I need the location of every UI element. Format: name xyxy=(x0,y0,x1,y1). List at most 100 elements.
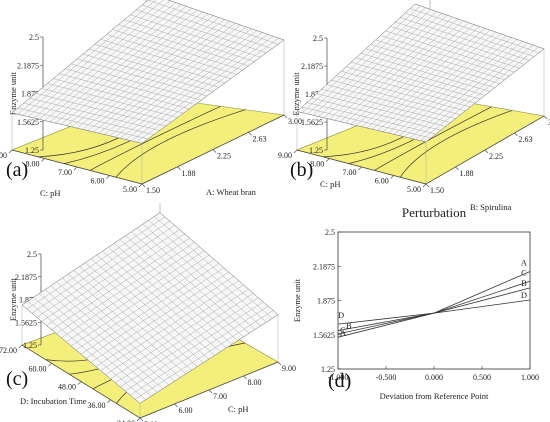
y-tick-label: 6.00 xyxy=(91,177,105,186)
y-axis-label: C: pH xyxy=(40,188,61,198)
y-tick xyxy=(293,149,298,154)
x-tick-label: 3.00 xyxy=(548,118,550,127)
y-tick-label: 7.00 xyxy=(58,168,72,177)
x-axis-label: A: Wheat bran xyxy=(206,187,257,197)
x-tick xyxy=(543,115,548,120)
y-axis xyxy=(296,149,427,185)
z-tick-label: 1.875 xyxy=(21,90,39,99)
y-tick-label: 48.00 xyxy=(58,383,76,392)
z-tick-label: 1.25 xyxy=(309,146,323,155)
z-tick-label: 1.25 xyxy=(23,341,37,350)
z-tick-label: 2.5 xyxy=(27,250,37,259)
y-tick-label: 2.1875 xyxy=(313,262,335,271)
y-tick xyxy=(8,149,13,154)
z-tick-label: 1.25 xyxy=(25,146,39,155)
x-tick-label: 3.00 xyxy=(288,117,302,126)
x-tick-label: 5.00 xyxy=(144,420,158,422)
series-start-label-B: B xyxy=(346,321,352,331)
y-tick xyxy=(422,183,427,188)
z-tick-label: 2.5 xyxy=(313,34,323,43)
z-tick-label: 1.5625 xyxy=(301,118,323,127)
x-tick xyxy=(177,166,181,170)
y-tick-label: 5.00 xyxy=(123,185,137,194)
surface-plot-1: 1.25 1.5625 1.875 2.1875 2.5 Enzyme unit 1.50 1… xyxy=(278,0,550,212)
z-tick-label: 1.875 xyxy=(305,90,323,99)
x-tick xyxy=(139,417,144,422)
x-axis xyxy=(139,361,279,419)
y-tick xyxy=(107,399,111,403)
x-tick-label: 0.000 xyxy=(425,373,443,382)
y-tick-label: 5.00 xyxy=(407,185,421,194)
x-tick-label: 1.88 xyxy=(460,169,474,178)
series-start-label-D: D xyxy=(338,310,344,320)
y-tick xyxy=(77,381,82,385)
x-axis xyxy=(425,115,545,185)
x-tick-label: 9.00 xyxy=(282,364,296,373)
series-end-label-A: A xyxy=(521,257,528,267)
x-tick-label: 1.50 xyxy=(430,186,444,195)
panel-label: (b) xyxy=(290,159,313,181)
y-tick-label: 36.00 xyxy=(88,401,106,410)
series-end-label-D: D xyxy=(521,290,527,300)
z-axis-label: Enzyme unit xyxy=(291,72,301,116)
y-tick xyxy=(106,175,110,179)
x-tick xyxy=(174,403,178,408)
y-tick-label: 9.00 xyxy=(0,151,7,160)
surface-plot-0: 1.25 1.5625 1.875 2.1875 2.5 Enzyme unit 1.50 1… xyxy=(0,0,302,198)
chart-title: Perturbation xyxy=(402,205,467,220)
z-tick-label: 2.1875 xyxy=(301,62,323,71)
series-start-label-A: A xyxy=(340,328,347,338)
contour-line xyxy=(89,105,221,171)
panel-label: (d) xyxy=(328,370,351,392)
y-tick-label: 1.875 xyxy=(317,297,335,306)
y-tick-label: 24.00 xyxy=(117,419,135,422)
y-tick-label: 2.5 xyxy=(325,228,335,237)
y-tick xyxy=(136,417,141,422)
surface-mesh xyxy=(296,3,545,143)
x-tick xyxy=(277,361,282,366)
y-tick xyxy=(138,183,143,188)
x-tick-label: 7.00 xyxy=(213,392,227,401)
y-axis xyxy=(11,149,143,185)
z-axis-label: Enzyme unit xyxy=(8,71,18,115)
series-line-C xyxy=(337,280,531,335)
x-tick-label: 1.000 xyxy=(521,373,539,382)
y-tick-label: 7.00 xyxy=(343,168,357,177)
y-tick xyxy=(73,166,78,171)
surface-grid xyxy=(296,3,545,143)
x-tick xyxy=(243,375,247,380)
x-tick-label: 6.00 xyxy=(179,406,193,415)
x-axis xyxy=(141,114,285,185)
surface-mesh xyxy=(21,212,279,404)
contour-line xyxy=(399,110,513,178)
panel-label: (c) xyxy=(6,368,28,390)
z-axis-label: Enzyme unit xyxy=(8,277,18,321)
contour-line xyxy=(115,109,246,178)
y-tick-label: 1.5625 xyxy=(313,331,335,340)
series-line-B xyxy=(337,287,531,331)
y-axis xyxy=(21,344,141,419)
x-axis-label: C: pH xyxy=(228,404,249,414)
y-tick xyxy=(390,175,394,179)
y-tick-label: 1.25 xyxy=(321,365,335,374)
x-tick-label: 2.25 xyxy=(217,152,231,161)
z-tick-label: 2.5 xyxy=(29,33,39,42)
y-tick xyxy=(41,158,45,162)
x-tick-label: 1.50 xyxy=(146,186,160,195)
z-tick-label: 1.5625 xyxy=(15,318,37,327)
x-tick-label: 0.500 xyxy=(473,373,491,382)
x-tick xyxy=(208,389,213,394)
x-tick xyxy=(248,132,252,136)
series-line-D xyxy=(337,299,531,325)
y-axis-label: D: Incubation Time xyxy=(20,396,87,406)
x-axis-label: Deviation from Reference Point xyxy=(380,391,489,401)
y-tick xyxy=(18,344,23,349)
z-tick-label: 2.1875 xyxy=(15,273,37,282)
perturbation-plot: Perturbation 1.25 1.5625 1.875 2.1875 2.5 -1.0… xyxy=(292,205,539,401)
y-tick xyxy=(48,363,52,367)
y-axis-label: C: pH xyxy=(320,179,341,189)
x-tick-label: -0.500 xyxy=(376,373,397,382)
x-tick xyxy=(425,183,430,188)
x-axis-label: B: Spirulina xyxy=(470,202,512,212)
